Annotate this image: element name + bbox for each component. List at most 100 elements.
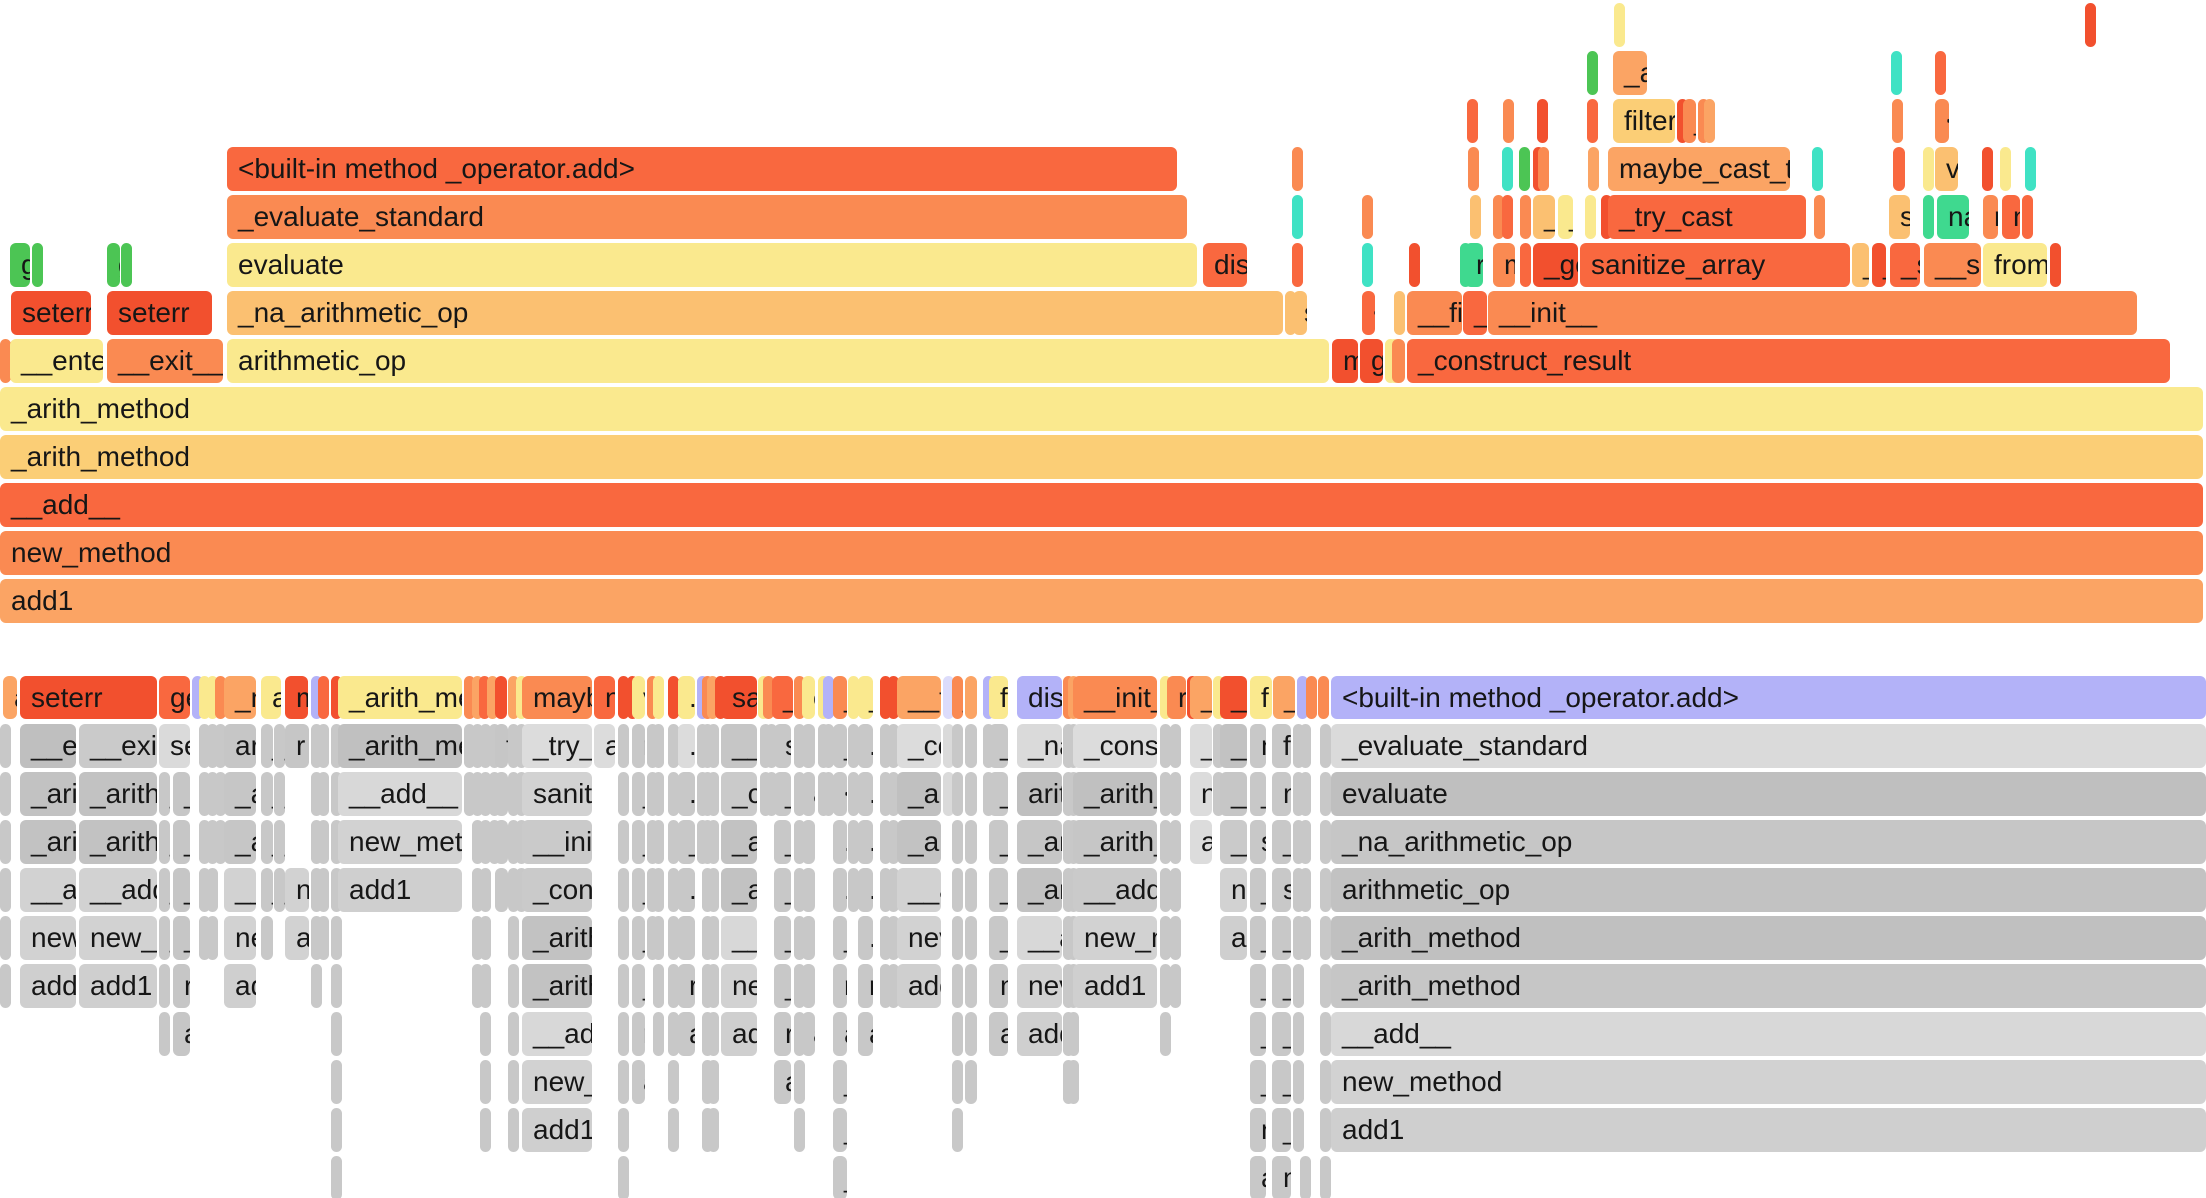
inverted-frame-a[interactable]: a: [802, 772, 815, 816]
flame-frame-[interactable]: _: [1872, 243, 1886, 287]
flame-frame-g[interactable]: g: [107, 243, 120, 287]
inverted-frame-arith-method[interactable]: _arith_method: [1331, 916, 2206, 960]
flame-frame-sliver[interactable]: [1812, 147, 1823, 191]
inverted-frame-a[interactable]: a: [858, 1012, 873, 1056]
inverted-frame-r[interactable]: r: [833, 964, 847, 1008]
inverted-frame-[interactable]: .: [952, 724, 963, 768]
inverted-frame-sliver[interactable]: [199, 868, 210, 912]
inverted-frame-sliver[interactable]: [794, 1012, 805, 1056]
inverted-frame-sliver[interactable]: [311, 916, 322, 960]
inverted-frame-[interactable]: _: [833, 724, 847, 768]
inverted-frame-sliver[interactable]: [702, 1012, 713, 1056]
inverted-frame-sliver[interactable]: [508, 964, 519, 1008]
flame-frame-g[interactable]: g: [10, 243, 30, 287]
flame-frame-enter[interactable]: __enter__: [10, 339, 103, 383]
inverted-frame-sliver[interactable]: [965, 820, 977, 864]
inverted-frame-[interactable]: .: [848, 676, 859, 719]
inverted-frame-[interactable]: .: [858, 868, 873, 912]
inverted-frame-arithmetic-op[interactable]: arithmetic_op: [1331, 868, 2206, 912]
inverted-frame-sliver[interactable]: [318, 820, 329, 864]
inverted-frame-[interactable]: .: [833, 820, 847, 864]
inverted-frame-arit[interactable]: _arit: [20, 772, 76, 816]
inverted-frame-sliver[interactable]: [1320, 964, 1331, 1008]
inverted-frame-sliver[interactable]: [888, 916, 899, 960]
inverted-frame-[interactable]: .: [952, 772, 963, 816]
inverted-frame-[interactable]: _: [274, 868, 285, 912]
inverted-frame-sliver[interactable]: [794, 916, 805, 960]
inverted-frame-arith[interactable]: _arith_: [79, 772, 157, 816]
inverted-frame-sliver[interactable]: [464, 772, 475, 816]
inverted-frame-arith[interactable]: _arith: [522, 916, 592, 960]
inverted-frame-[interactable]: _: [173, 868, 190, 912]
inverted-frame-sliver[interactable]: [472, 820, 483, 864]
inverted-frame-arith-me[interactable]: _arith_me: [338, 724, 462, 768]
flame-frame-r[interactable]: r: [1465, 243, 1483, 287]
inverted-frame-a[interactable]: _a: [274, 772, 285, 816]
inverted-frame-new-method[interactable]: new_method: [1331, 1060, 2206, 1104]
inverted-frame-sliver[interactable]: [1293, 724, 1304, 768]
inverted-frame-sliver[interactable]: [1170, 772, 1181, 816]
flame-frame-sliver[interactable]: [2085, 3, 2096, 47]
inverted-frame-sliver[interactable]: [983, 676, 994, 719]
inverted-frame-a[interactable]: _a: [721, 820, 757, 864]
inverted-frame-[interactable]: _: [774, 772, 791, 816]
inverted-frame-sliver[interactable]: [1320, 772, 1331, 816]
flame-frame-sliver[interactable]: [1704, 99, 1715, 143]
inverted-frame-a[interactable]: a: [774, 1060, 791, 1104]
inverted-frame-[interactable]: _: [159, 868, 170, 912]
inverted-frame-sliver[interactable]: [708, 772, 719, 816]
inverted-frame-sliver[interactable]: [653, 772, 664, 816]
flame-frame-se[interactable]: __se: [1924, 243, 1981, 287]
inverted-frame-new[interactable]: new_: [20, 916, 76, 960]
flame-frame-sliver[interactable]: [1601, 195, 1612, 239]
flame-frame-sliver[interactable]: [0, 339, 11, 383]
inverted-frame-sliver[interactable]: [794, 1060, 805, 1104]
inverted-frame-sliver[interactable]: [702, 820, 713, 864]
inverted-frame-ne[interactable]: ne: [1220, 868, 1247, 912]
inverted-frame-sliver[interactable]: [199, 916, 210, 960]
inverted-frame-sliver[interactable]: [668, 820, 679, 864]
flame-frame-sliver[interactable]: [2025, 147, 2036, 191]
inverted-frame-sliver[interactable]: [508, 772, 519, 816]
inverted-frame-n[interactable]: _n: [224, 676, 256, 719]
inverted-frame-sliver[interactable]: [472, 676, 483, 719]
inverted-frame-ar[interactable]: _ar: [897, 820, 941, 864]
flame-frame-na[interactable]: na: [1937, 195, 1969, 239]
flame-frame-sliver[interactable]: [1892, 99, 1903, 143]
inverted-frame-a[interactable]: _a: [224, 772, 256, 816]
inverted-frame-new-m[interactable]: new_m: [1073, 916, 1157, 960]
inverted-frame-v[interactable]: v: [632, 676, 645, 719]
inverted-frame-n[interactable]: n: [285, 868, 309, 912]
flame-frame-g[interactable]: g: [1360, 339, 1383, 383]
inverted-frame-[interactable]: _: [1250, 1060, 1266, 1104]
inverted-frame-sliver[interactable]: [708, 964, 719, 1008]
inverted-frame-sliver[interactable]: [1320, 868, 1331, 912]
flame-frame-seterr[interactable]: seterr: [107, 291, 212, 335]
inverted-frame-add[interactable]: __add: [79, 868, 157, 912]
inverted-frame-[interactable]: _: [1272, 916, 1291, 960]
inverted-frame-sliver[interactable]: [965, 772, 977, 816]
inverted-frame-sliver[interactable]: [794, 724, 805, 768]
inverted-frame-[interactable]: .: [802, 868, 815, 912]
inverted-frame-a[interactable]: a: [261, 676, 281, 719]
inverted-frame-sliver[interactable]: [472, 916, 483, 960]
inverted-frame-sliver[interactable]: [708, 724, 719, 768]
inverted-frame-m[interactable]: m: [1272, 772, 1291, 816]
inverted-frame-sliver[interactable]: [708, 1060, 719, 1104]
inverted-frame-sliver[interactable]: [1293, 820, 1304, 864]
inverted-frame-sliver[interactable]: [668, 1108, 679, 1152]
inverted-frame-i[interactable]: i: [965, 676, 977, 719]
flame-frame-sliver[interactable]: [1982, 147, 1993, 191]
flame-frame-sliver[interactable]: [1467, 99, 1478, 143]
inverted-frame-ar[interactable]: _ar: [1017, 868, 1062, 912]
inverted-frame-nev[interactable]: nev: [1017, 964, 1062, 1008]
inverted-frame-[interactable]: _: [774, 820, 791, 864]
inverted-frame-a[interactable]: __a: [1017, 916, 1062, 960]
flame-frame-new-method[interactable]: new_method: [0, 531, 2203, 575]
inverted-frame-sliver[interactable]: [472, 772, 483, 816]
flame-frame-filter[interactable]: filter: [1613, 99, 1675, 143]
flame-frame-sliver[interactable]: [1935, 51, 1946, 95]
inverted-frame-sliver[interactable]: [965, 724, 977, 768]
inverted-frame-arit[interactable]: arit: [1017, 772, 1062, 816]
flame-frame-[interactable]: _: [1463, 291, 1487, 335]
